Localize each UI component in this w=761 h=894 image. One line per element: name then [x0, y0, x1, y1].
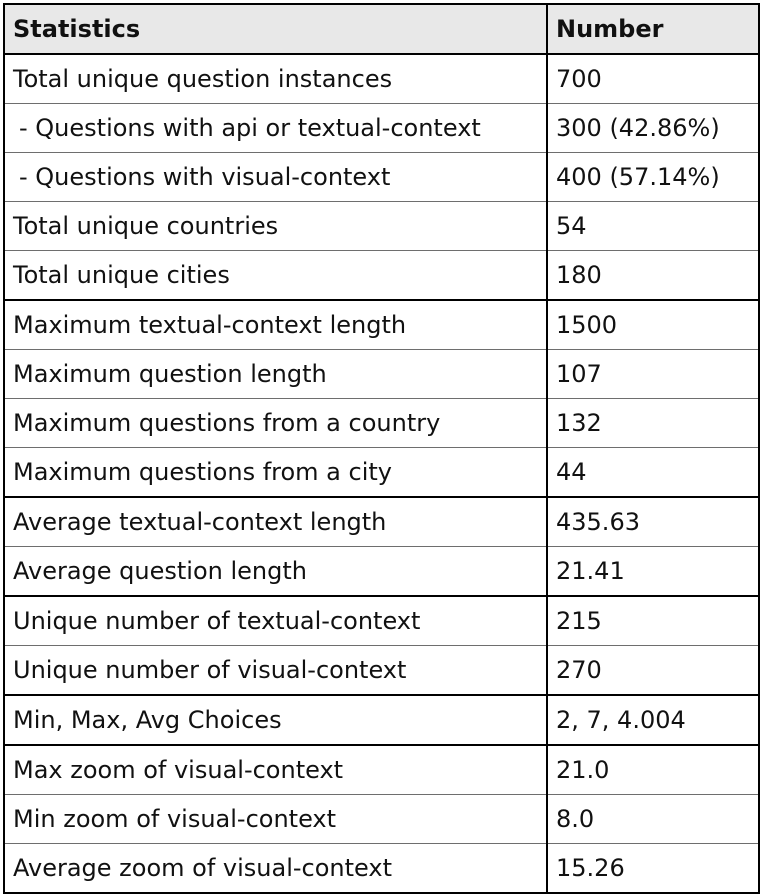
table-row: Maximum questions from a city 44 [4, 447, 759, 498]
row-value: 215 [547, 596, 759, 646]
row-value: 700 [547, 54, 759, 104]
table-row: Unique number of visual-context 270 [4, 645, 759, 696]
table-row: Average textual-context length 435.63 [4, 497, 759, 547]
header-row: Statistics Number [4, 4, 759, 54]
row-label: - Questions with api or textual-context [4, 103, 548, 153]
table-row: Maximum textual-context length 1500 [4, 300, 759, 350]
row-value: 435.63 [547, 497, 759, 547]
table-row: - Questions with api or textual-context … [4, 103, 759, 153]
row-label: Maximum questions from a country [4, 398, 548, 448]
table-row: Maximum question length 107 [4, 349, 759, 399]
row-label: Unique number of visual-context [4, 645, 548, 696]
row-value: 400 (57.14%) [547, 152, 759, 202]
row-label: Total unique cities [4, 250, 548, 301]
row-value: 21.0 [547, 745, 759, 795]
row-value: 2, 7, 4.004 [547, 695, 759, 746]
table-row: Min, Max, Avg Choices 2, 7, 4.004 [4, 695, 759, 746]
table-row: Maximum questions from a country 132 [4, 398, 759, 448]
row-label: Min, Max, Avg Choices [4, 695, 548, 746]
row-label: Unique number of textual-context [4, 596, 548, 646]
row-label: Min zoom of visual-context [4, 794, 548, 844]
table-row: - Questions with visual-context 400 (57.… [4, 152, 759, 202]
row-value: 1500 [547, 300, 759, 350]
table-row: Total unique cities 180 [4, 250, 759, 301]
row-label: Maximum question length [4, 349, 548, 399]
row-value: 15.26 [556, 854, 625, 882]
row-value: 21.41 [547, 546, 759, 597]
row-label: Average textual-context length [4, 497, 548, 547]
table-row: Min zoom of visual-context 8.0 [4, 794, 759, 844]
row-label: Average zoom of visual-context [4, 843, 548, 893]
row-value: 44 [547, 447, 759, 498]
row-value: 107 [547, 349, 759, 399]
row-label: Max zoom of visual-context [4, 745, 548, 795]
table-row: Average zoom of visual-context 15.26 [4, 843, 759, 893]
row-value: 300 (42.86%) [547, 103, 759, 153]
row-label: Total unique question instances [4, 54, 548, 104]
table-row: Total unique question instances 700 [4, 54, 759, 104]
row-label: Average question length [4, 546, 548, 597]
row-label: Maximum questions from a city [4, 447, 548, 498]
table-row: Max zoom of visual-context 21.0 [4, 745, 759, 795]
header-number: Number [547, 4, 759, 54]
row-label: Maximum textual-context length [4, 300, 548, 350]
table-row: Unique number of textual-context 215 [4, 596, 759, 646]
row-value: 132 [547, 398, 759, 448]
table-row: Total unique countries 54 [4, 201, 759, 251]
row-value: 270 [547, 645, 759, 696]
row-value: 8.0 [547, 794, 759, 844]
row-value: 180 [547, 250, 759, 301]
row-value: 54 [547, 201, 759, 251]
row-label: Total unique countries [4, 201, 548, 251]
statistics-table: Statistics Number Total unique question … [3, 3, 760, 894]
table-row: Average question length 21.41 [4, 546, 759, 597]
header-statistics: Statistics [4, 4, 548, 54]
row-label: - Questions with visual-context [4, 152, 548, 202]
